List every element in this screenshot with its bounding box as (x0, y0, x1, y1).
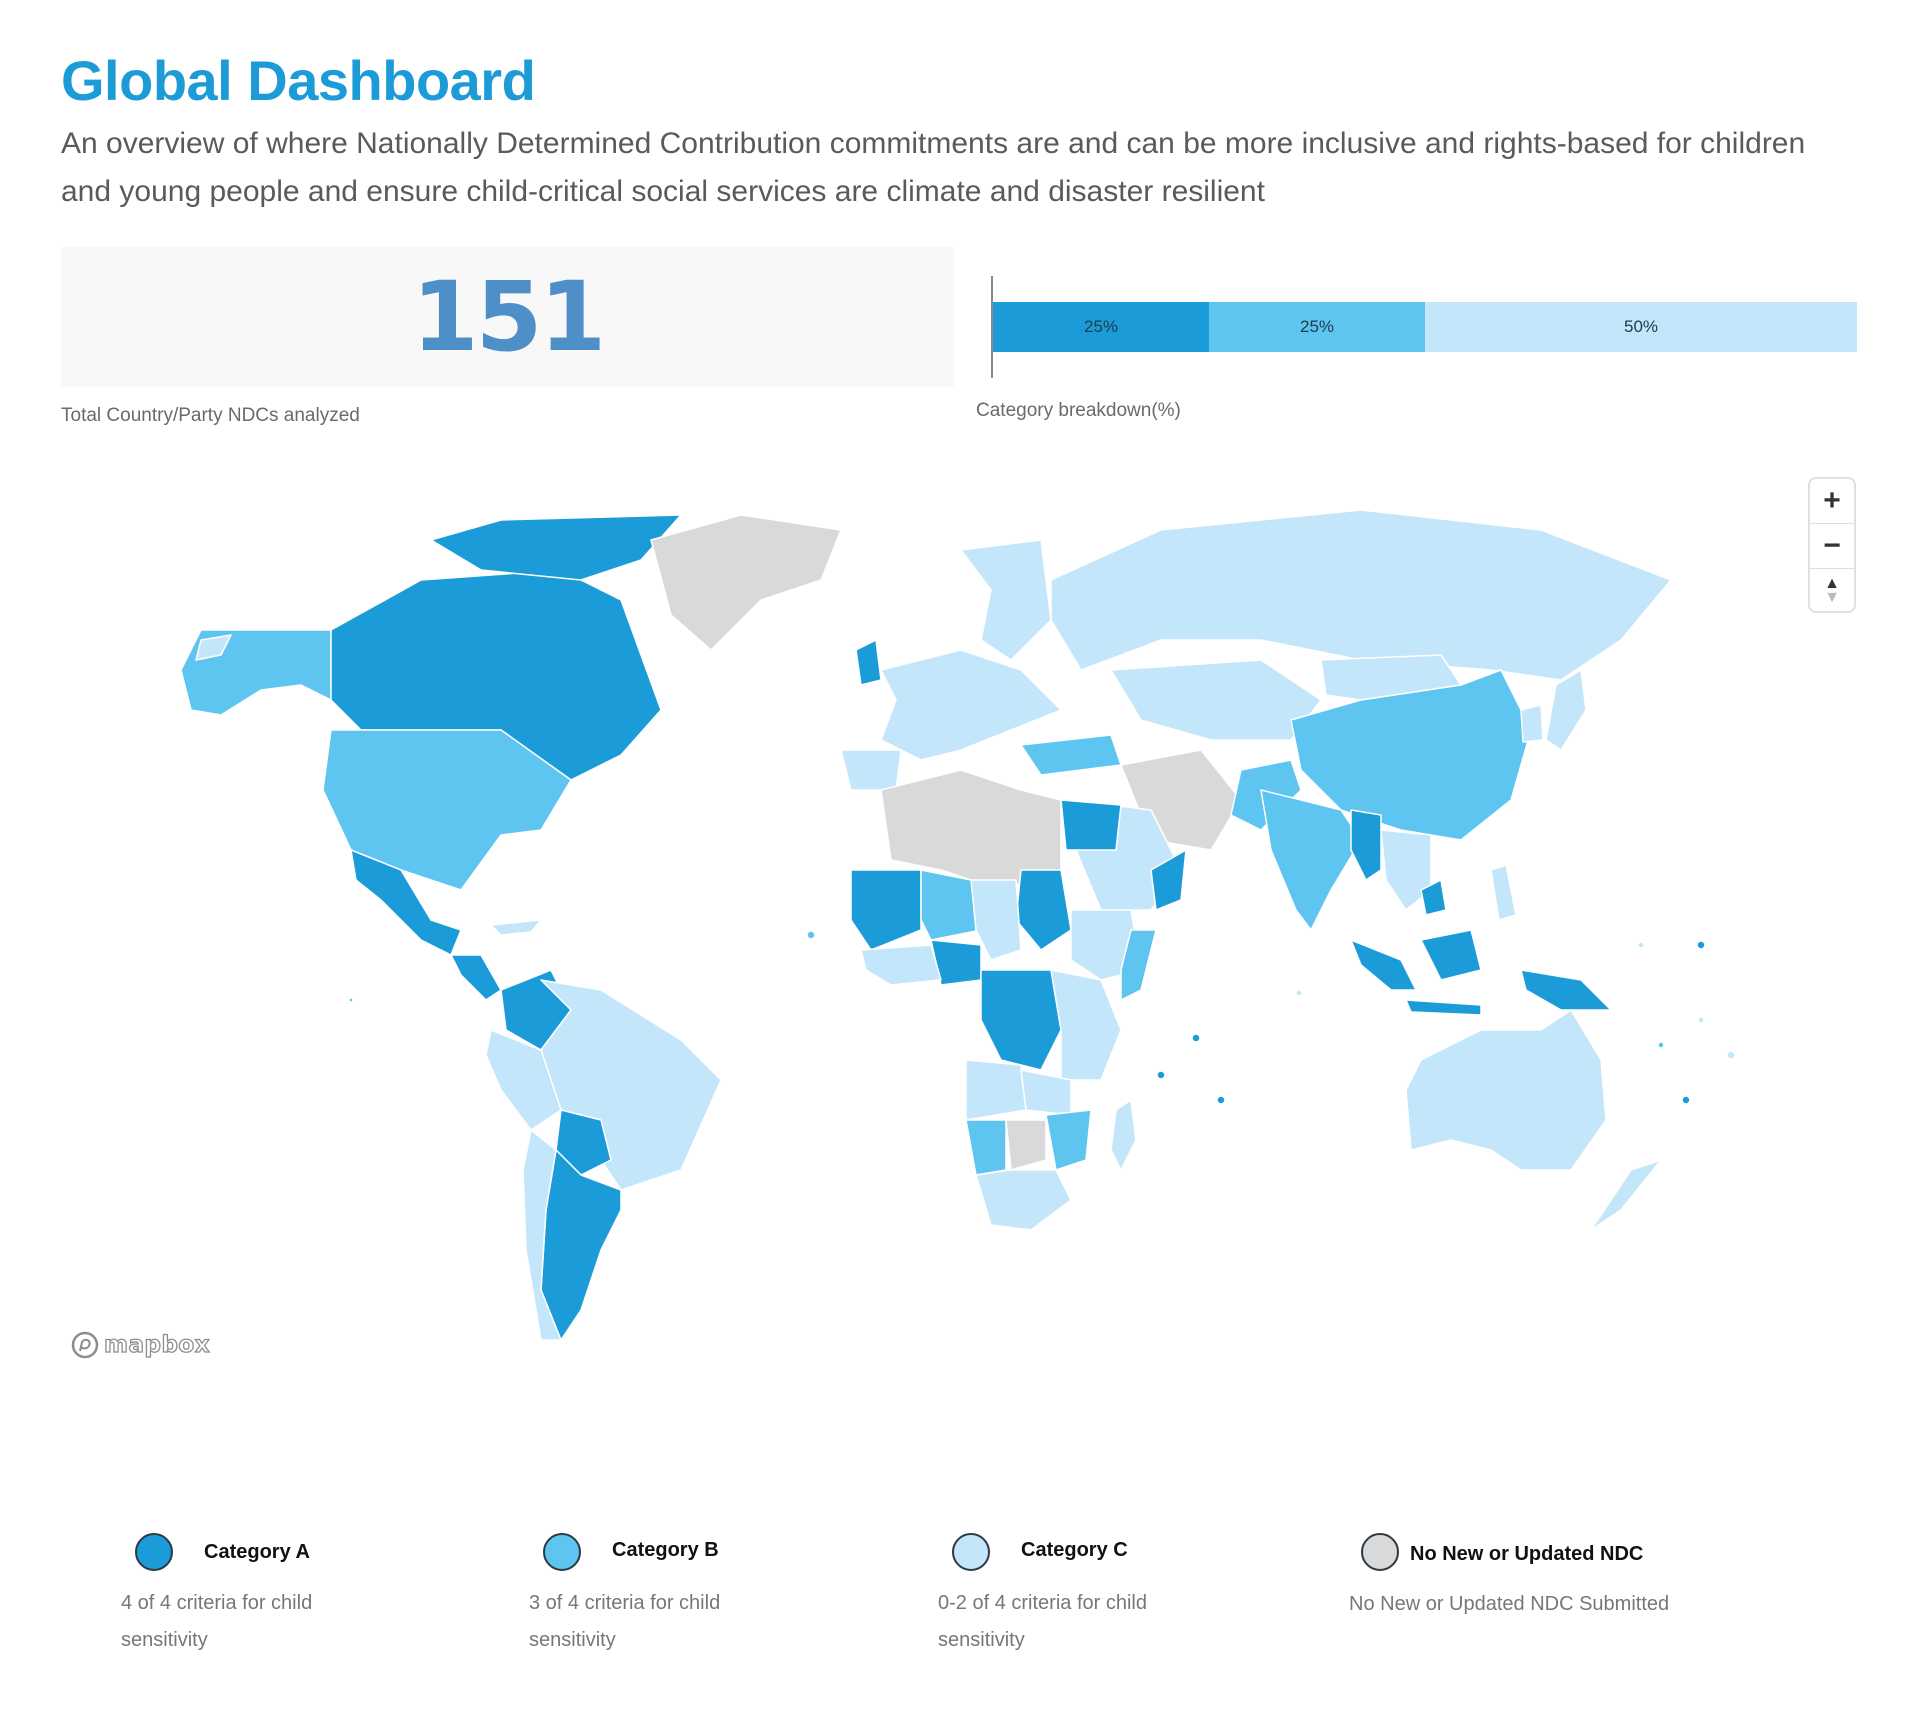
region-west-africa[interactable] (850, 869, 922, 951)
region-coastal-west-africa[interactable] (860, 944, 942, 986)
region-java[interactable] (1405, 999, 1482, 1016)
breakdown-segment-a[interactable]: 25% (993, 302, 1209, 352)
island-samoa (1726, 1050, 1736, 1060)
region-usa[interactable] (322, 729, 572, 891)
mapbox-wordmark: mapbox (103, 1331, 211, 1358)
legend-swatch-no-ndc (1361, 1533, 1399, 1571)
island-marshall (1637, 941, 1645, 949)
mapbox-logo-icon (71, 1331, 99, 1359)
legend-title-no-ndc: No New or Updated NDC (1410, 1543, 1644, 1565)
region-uk[interactable] (855, 639, 882, 686)
island-fiji (1681, 1095, 1691, 1105)
legend-swatch-category-c (952, 1533, 990, 1571)
island-hawaii (348, 997, 354, 1003)
island-tuvalu (1697, 1016, 1705, 1024)
breakdown-segment-b[interactable]: 25% (1209, 302, 1425, 352)
region-korea[interactable] (1520, 704, 1544, 743)
region-turkey[interactable] (1020, 734, 1122, 776)
total-ndcs-caption: Total Country/Party NDCs analyzed (61, 405, 360, 426)
legend-swatch-category-b (543, 1533, 581, 1571)
legend-title-category-c: Category C (1021, 1539, 1128, 1561)
island-solomons (1657, 1041, 1665, 1049)
region-kazakhstan[interactable] (1110, 659, 1322, 741)
region-chad[interactable] (970, 879, 1022, 961)
zoom-out-button[interactable]: − (1810, 524, 1854, 569)
region-borneo[interactable] (1420, 929, 1482, 981)
legend-desc-category-c-line2: sensitivity (938, 1629, 1025, 1651)
island-seychelles (1191, 1033, 1201, 1043)
legend-title-category-b: Category B (612, 1539, 719, 1561)
map-zoom-control: + − ▲ ▼ (1810, 479, 1854, 611)
zoom-in-button[interactable]: + (1810, 479, 1854, 524)
region-argentina[interactable] (540, 1149, 622, 1341)
region-cuba (490, 919, 542, 936)
region-west-africa-b[interactable] (920, 869, 982, 941)
region-south-africa[interactable] (975, 1169, 1072, 1231)
region-east-africa[interactable] (1050, 969, 1122, 1081)
region-australia[interactable] (1405, 1009, 1607, 1171)
breakdown-axis (991, 276, 993, 378)
compass-north-icon: ▲ (1824, 575, 1840, 592)
region-new-zealand[interactable] (1590, 1159, 1662, 1231)
region-sumatra[interactable] (1350, 939, 1417, 991)
region-china[interactable] (1290, 669, 1532, 841)
category-breakdown-bar: 25% 25% 50% (993, 302, 1857, 352)
legend-desc-category-b-line1: 3 of 4 criteria for child (529, 1592, 721, 1614)
region-vietnam[interactable] (1420, 879, 1447, 916)
region-india[interactable] (1260, 789, 1362, 931)
region-canada-arctic (430, 514, 682, 581)
region-papua-new-guinea[interactable] (1520, 969, 1612, 1011)
region-oman[interactable] (1150, 849, 1187, 911)
mapbox-logo[interactable]: mapbox (70, 1330, 210, 1360)
region-chile[interactable] (522, 1129, 562, 1341)
region-madagascar[interactable] (1110, 1099, 1137, 1171)
region-angola[interactable] (965, 1059, 1027, 1121)
region-se-asia[interactable] (1380, 829, 1432, 911)
region-myanmar[interactable] (1350, 809, 1382, 881)
legend-swatch-category-a (135, 1533, 173, 1571)
compass-south-icon: ▼ (1824, 589, 1840, 606)
region-bolivia[interactable] (555, 1109, 612, 1176)
region-egypt[interactable] (1060, 799, 1122, 851)
island-mauritius (1216, 1095, 1226, 1105)
legend-desc-category-a-line2: sensitivity (121, 1629, 208, 1651)
island-comoros (1156, 1070, 1166, 1080)
region-central-america[interactable] (450, 954, 502, 1001)
legend-desc-category-b-line2: sensitivity (529, 1629, 616, 1651)
region-iberia[interactable] (840, 749, 902, 791)
total-ndcs-value: 151 (411, 261, 606, 373)
region-philippines[interactable] (1490, 864, 1517, 921)
region-drc[interactable] (980, 969, 1062, 1071)
island-maldives (1295, 989, 1303, 997)
compass-button[interactable]: ▲ ▼ (1810, 569, 1854, 611)
legend-desc-no-ndc: No New or Updated NDC Submitted (1349, 1593, 1670, 1615)
region-greenland[interactable] (650, 514, 842, 651)
region-scandinavia[interactable] (960, 539, 1052, 661)
legend-desc-category-a-line1: 4 of 4 criteria for child (121, 1592, 313, 1614)
region-russia[interactable] (1050, 509, 1672, 681)
region-namibia[interactable] (965, 1119, 1007, 1176)
region-sudan[interactable] (1015, 869, 1072, 951)
breakdown-segment-c[interactable]: 50% (1425, 302, 1857, 352)
island-micronesia (1696, 940, 1706, 950)
region-mozambique[interactable] (1045, 1109, 1092, 1171)
legend-desc-category-c-line1: 0-2 of 4 criteria for child (938, 1592, 1147, 1614)
total-ndcs-card: 151 (61, 247, 954, 387)
region-somalia[interactable] (1120, 929, 1157, 1001)
island-cape-verde (806, 930, 816, 940)
world-map[interactable] (61, 470, 1861, 1390)
page-title: Global Dashboard (61, 49, 536, 112)
page-subtitle: An overview of where Nationally Determin… (61, 127, 1806, 208)
region-aleutians (195, 634, 232, 661)
region-botswana[interactable] (1005, 1119, 1047, 1171)
region-western-europe[interactable] (880, 649, 1062, 761)
legend-title-category-a: Category A (204, 1541, 310, 1563)
region-japan[interactable] (1545, 669, 1587, 751)
breakdown-caption: Category breakdown(%) (976, 400, 1181, 421)
